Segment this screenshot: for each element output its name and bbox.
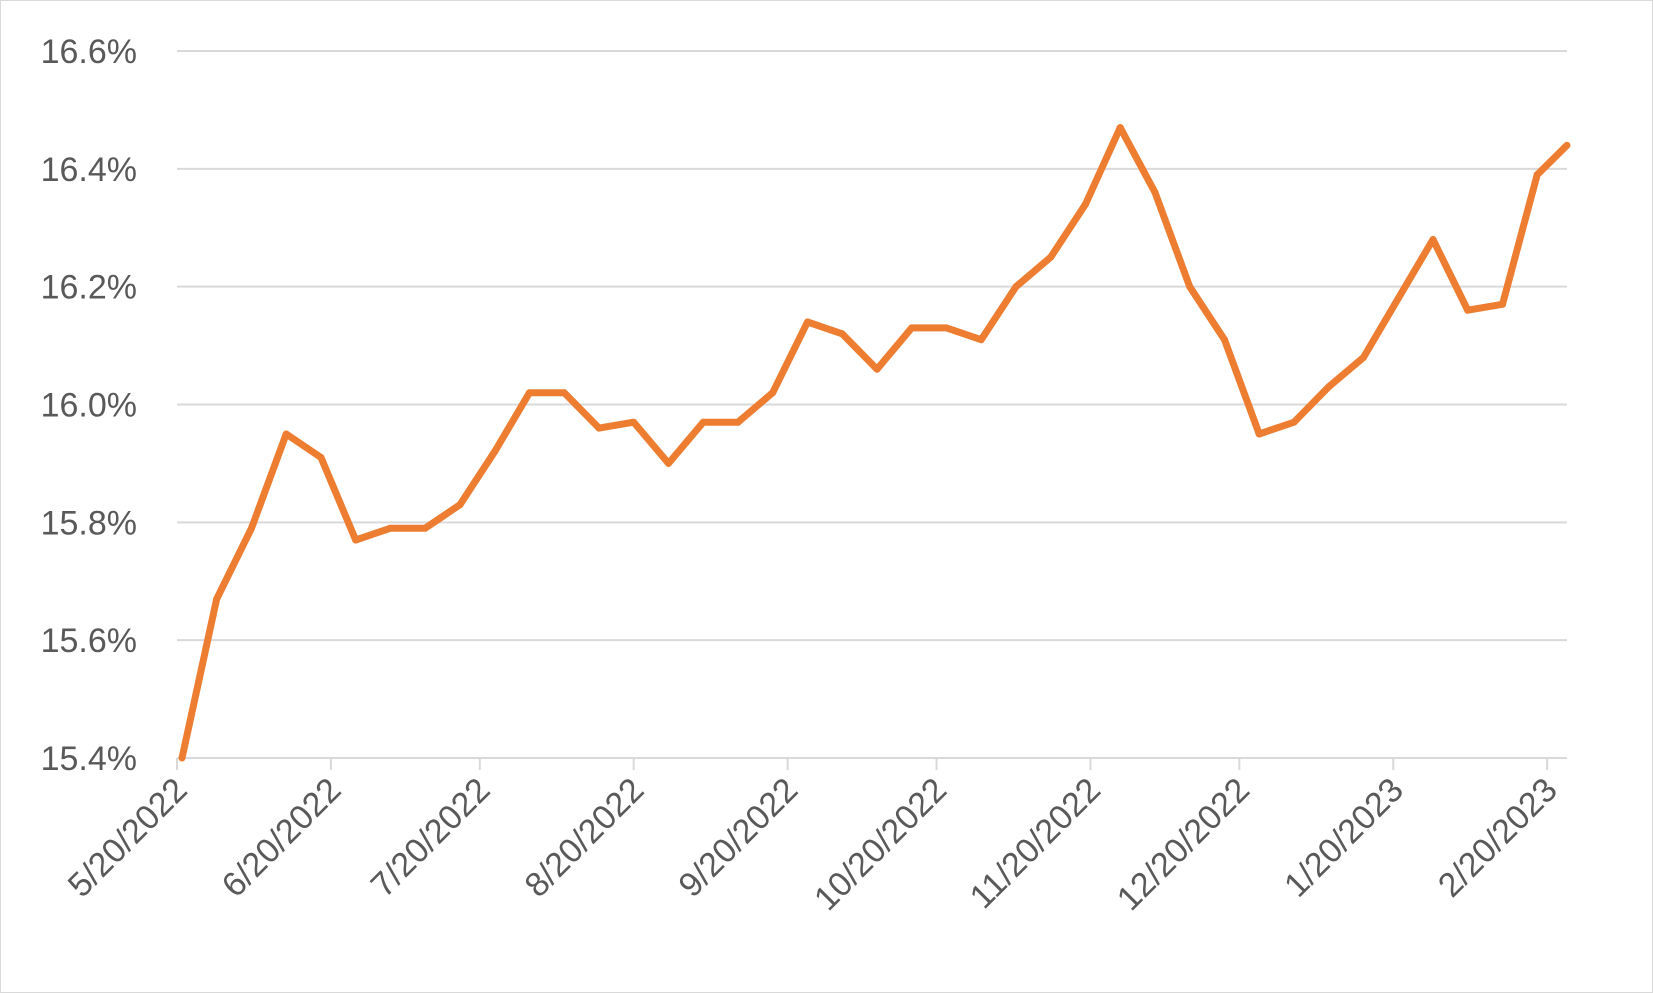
y-tick-label: 16.6% [41, 33, 137, 71]
y-tick-label: 16.4% [41, 151, 137, 189]
data-point [1221, 336, 1228, 344]
x-tick-label: 2/20/2023 [1431, 771, 1565, 905]
y-tick-label: 15.6% [41, 622, 137, 660]
data-point [352, 536, 360, 544]
data-point [1082, 200, 1089, 208]
data-point [665, 459, 672, 467]
data-point [1325, 383, 1333, 391]
data-point [873, 365, 881, 373]
data-point [1563, 141, 1571, 149]
data-point [248, 524, 255, 532]
y-axis-tick-labels: 15.4% 15.6% 15.8% 16.0% 16.2% 16.4% 16.6% [41, 33, 137, 778]
x-tick-label: 10/20/2022 [807, 771, 954, 918]
data-point [1186, 283, 1194, 291]
data-point [1116, 124, 1124, 132]
data-point [456, 501, 464, 509]
data-point [317, 454, 325, 461]
data-point [1499, 300, 1506, 308]
data-point [769, 389, 777, 397]
y-tick-label: 16.0% [41, 387, 137, 425]
x-tick-label: 12/20/2022 [1110, 771, 1257, 918]
x-tick-label: 5/20/2022 [61, 771, 195, 905]
data-point [421, 524, 429, 532]
data-point [630, 418, 638, 426]
x-axis [176, 757, 1567, 770]
data-point [1290, 418, 1298, 426]
x-tick-label: 9/20/2022 [671, 771, 805, 905]
data-point [526, 389, 533, 397]
data-point [1394, 295, 1402, 302]
data-point [282, 430, 290, 438]
data-point [977, 336, 985, 344]
data-point [1464, 306, 1472, 314]
data-point [1360, 353, 1367, 361]
data-point [1533, 171, 1541, 179]
data-point [178, 754, 186, 762]
data-point [804, 318, 811, 326]
x-tick-label: 6/20/2022 [215, 771, 349, 905]
y-tick-label: 16.2% [41, 269, 137, 307]
data-point [943, 324, 950, 332]
y-tick-label: 15.8% [41, 504, 137, 542]
data-point [838, 330, 846, 338]
data-point [1255, 430, 1263, 438]
data-point [595, 424, 603, 432]
x-tick-label: 1/20/2023 [1277, 771, 1411, 905]
data-point [1012, 283, 1020, 291]
y-tick-label: 15.4% [41, 740, 137, 778]
data-point [1429, 236, 1437, 243]
series-line [178, 124, 1570, 759]
x-tick-label: 7/20/2022 [364, 771, 498, 905]
x-axis-tick-labels: 5/20/2022 6/20/2022 7/20/2022 8/20/2022 9/20… [61, 771, 1565, 918]
data-point [1047, 253, 1055, 261]
data-point [1151, 188, 1159, 196]
gridlines [177, 50, 1567, 642]
data-point [908, 324, 916, 332]
series-layer [178, 124, 1571, 762]
data-point [734, 418, 742, 426]
x-tick-label: 8/20/2022 [518, 771, 652, 905]
data-point [491, 448, 499, 456]
data-point [213, 595, 221, 603]
data-point [560, 389, 568, 397]
data-point [387, 524, 394, 532]
data-point [699, 418, 707, 426]
x-tick-label: 11/20/2022 [963, 771, 1108, 916]
